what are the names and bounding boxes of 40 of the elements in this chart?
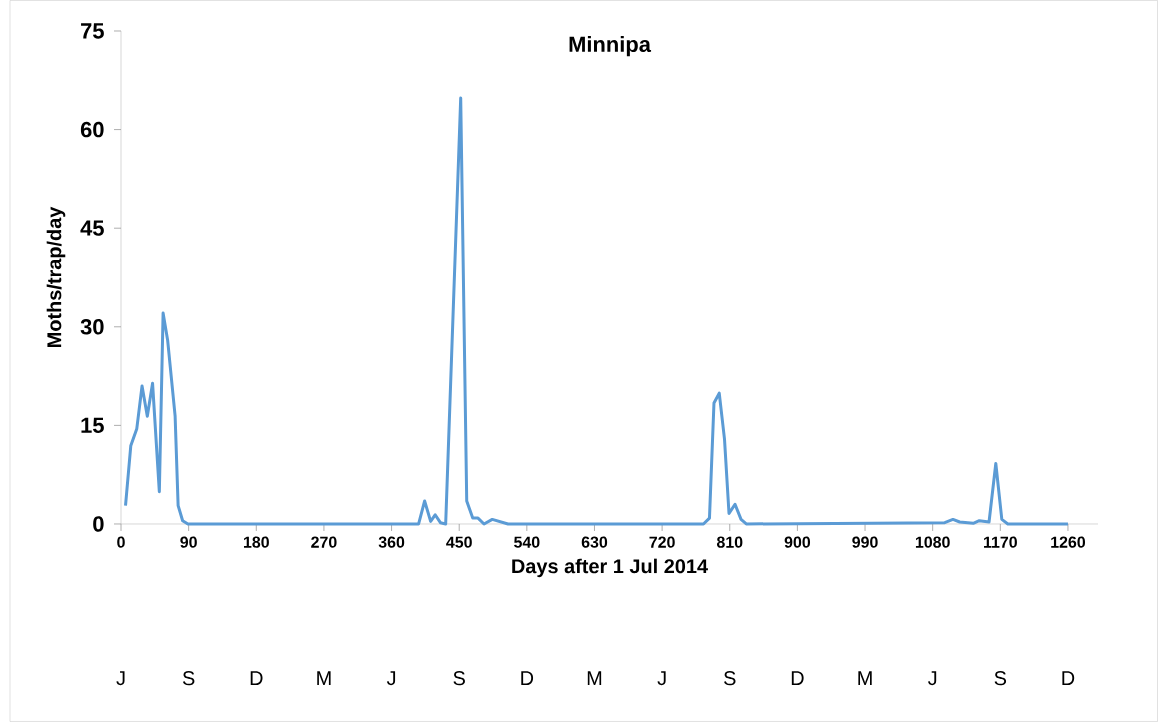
text: S	[453, 671, 465, 686]
text: J	[386, 671, 396, 686]
x-tick-label: 360	[378, 536, 405, 548]
text: D	[791, 671, 804, 685]
text: S	[724, 671, 736, 686]
x-tick-label: 1260	[1051, 536, 1086, 548]
x-tick-label: 540	[514, 536, 540, 548]
y-tick-label: 30	[80, 319, 104, 335]
y-tick-label: 60	[80, 121, 104, 138]
chart-title: Minnipa	[569, 35, 652, 57]
x-tick-label: 900	[784, 536, 811, 548]
text: M	[858, 671, 872, 685]
text: D	[1062, 671, 1075, 685]
y-axis-title: Moths/trap/day	[46, 206, 66, 348]
x-tick-label: 1170	[984, 536, 1017, 548]
text: J	[657, 671, 666, 686]
y-tick-label: 75	[81, 23, 104, 39]
x-tick-label: 810	[716, 536, 743, 548]
text: S	[994, 671, 1007, 686]
x-tick-label: 990	[852, 536, 878, 548]
text: S	[182, 671, 195, 686]
y-tick-label: 15	[81, 417, 104, 434]
x-tick-label: 0	[117, 536, 125, 548]
x-tick-label: 270	[311, 536, 337, 548]
text: M	[587, 671, 602, 685]
x-axis-title: Days after 1 Jul 2014	[512, 558, 708, 578]
y-tick-label: 45	[80, 220, 104, 236]
text: M	[317, 671, 331, 685]
x-tick-label: 180	[243, 536, 269, 548]
text: J	[116, 671, 125, 686]
x-tick-label: 720	[649, 536, 675, 548]
text: D	[250, 671, 263, 685]
text: D	[521, 671, 534, 685]
x-tick-label: 630	[581, 536, 608, 548]
text: J	[928, 671, 937, 686]
x-tick-label: 90	[180, 536, 197, 548]
x-tick-label: 1080	[915, 536, 950, 548]
x-tick-label: 450	[446, 536, 472, 548]
y-tick-label: 0	[93, 516, 104, 532]
line-series	[124, 96, 1070, 526]
